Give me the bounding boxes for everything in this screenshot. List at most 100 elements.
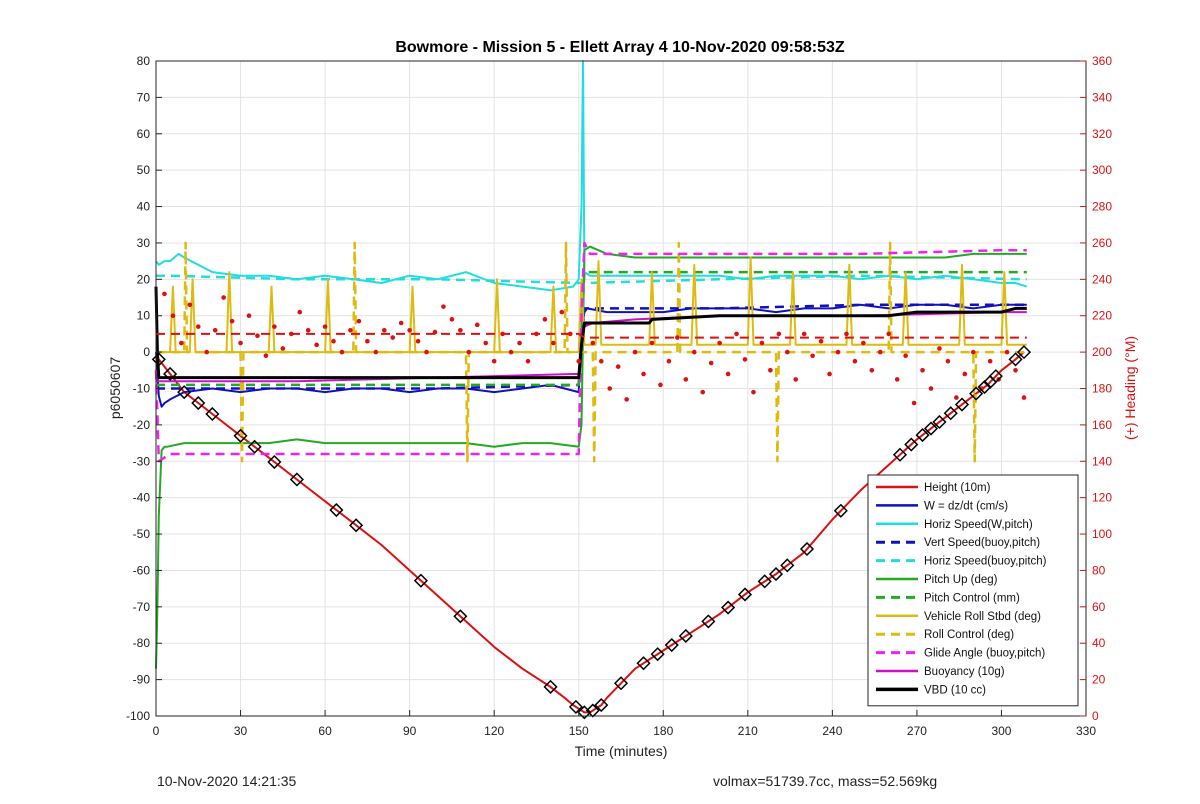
y-tick-label: 10: [137, 309, 151, 323]
y2-tick-label: 320: [1092, 127, 1112, 141]
heading-point: [675, 335, 680, 340]
heading-point: [852, 358, 858, 364]
y-axis-left: -100-90-80-70-60-50-40-30-20-10010203040…: [126, 54, 162, 723]
y2-axis-label: (+) Heading (°M): [1122, 336, 1138, 440]
height-marker: [613, 676, 629, 691]
heading-point: [559, 309, 565, 315]
y-tick-label: -20: [133, 418, 151, 432]
y-tick-label: 40: [137, 200, 151, 214]
heading-point: [517, 340, 522, 346]
heading-point: [607, 386, 613, 391]
heading-point: [162, 291, 167, 297]
heading-point: [398, 320, 404, 326]
heading-point: [542, 317, 548, 322]
heading-point: [567, 331, 573, 337]
height-marker: [177, 385, 192, 400]
heading-point: [886, 331, 892, 337]
heading-point: [221, 295, 226, 300]
height-marker: [349, 518, 364, 533]
heading-point: [801, 331, 807, 337]
heading-point: [768, 368, 773, 373]
y-axis-right: 0 20 40 60 80 100 120 140 160 180 200 220 240 260 280 3…: [1080, 54, 1112, 723]
y2-tick-label: 180: [1092, 382, 1112, 396]
y-tick-label: 70: [137, 90, 151, 104]
heading-point: [649, 340, 655, 346]
x-tick-label: 300: [991, 724, 1011, 738]
heading-point: [525, 358, 531, 364]
heading-point: [483, 340, 489, 346]
y2-tick-label: 100: [1092, 527, 1112, 541]
heading-point: [877, 349, 883, 355]
height-marker: [585, 703, 600, 718]
series-line: [154, 286, 1027, 380]
heading-point: [263, 353, 269, 359]
series-line: [155, 303, 1027, 408]
heading-point: [632, 349, 638, 355]
y2-tick-label: 20: [1092, 673, 1106, 687]
heading-point: [759, 340, 765, 346]
y-tick-label: -30: [133, 454, 151, 468]
heading-point: [280, 346, 286, 351]
heading-point: [700, 389, 706, 395]
y2-tick-label: 0: [1092, 709, 1099, 723]
y-tick-label: 60: [137, 127, 151, 141]
height-marker: [904, 437, 919, 452]
y2-tick-label: 200: [1092, 345, 1112, 359]
height-marker: [892, 447, 908, 462]
y2-tick-label: 240: [1092, 272, 1112, 286]
y-tick-label: -50: [133, 527, 151, 541]
heading-point: [725, 371, 731, 377]
heading-point: [246, 313, 252, 319]
heading-point: [551, 340, 556, 346]
height-marker: [915, 428, 930, 443]
series-line: [155, 245, 1027, 669]
y-tick-label: -40: [133, 491, 151, 505]
height-marker: [233, 428, 248, 443]
legend-label: Buoyancy (10g): [924, 666, 1005, 678]
heading-point: [415, 338, 421, 344]
series-line: [156, 332, 1027, 339]
series-line: [156, 274, 1027, 285]
height-marker: [151, 352, 166, 367]
heading-point: [576, 358, 582, 364]
x-tick-label: 60: [318, 724, 332, 738]
height-marker: [977, 379, 992, 395]
y2-tick-label: 160: [1092, 418, 1112, 432]
heading-point: [356, 318, 362, 324]
legend-label: W = dz/dt (cm/s): [924, 500, 1008, 512]
heading-point: [212, 327, 218, 333]
y-tick-label: -100: [126, 709, 150, 723]
series-line: [155, 60, 1028, 292]
height-marker: [453, 609, 468, 624]
y2-tick-label: 280: [1092, 200, 1112, 214]
heading-point: [835, 349, 841, 355]
heading-point: [458, 327, 463, 333]
series-vbd-10-cc: [154, 286, 1027, 380]
series-layer: [151, 60, 1032, 720]
legend-label: Pitch Control (mm): [924, 592, 1020, 604]
heading-point: [170, 313, 176, 319]
x-tick-label: 270: [907, 724, 927, 738]
heading-point: [827, 371, 832, 377]
heading-point: [937, 346, 942, 351]
heading-point: [818, 338, 824, 344]
height-marker: [650, 647, 665, 662]
series-horiz-speed-w-pitch: [155, 60, 1028, 292]
series-glide-angle-buoy-pitch: [154, 241, 1027, 463]
height-marker: [543, 679, 558, 694]
y-tick-label: -90: [133, 673, 151, 687]
y2-tick-label: 40: [1092, 636, 1106, 650]
height-marker: [289, 472, 304, 487]
heading-point: [424, 349, 429, 355]
y-tick-label: -10: [133, 382, 151, 396]
heading-point: [348, 327, 353, 333]
x-tick-label: 90: [403, 724, 417, 738]
x-tick-label: 120: [484, 724, 504, 738]
x-tick-label: 330: [1076, 724, 1096, 738]
heading-point: [1004, 349, 1010, 355]
series-line: [156, 303, 1027, 390]
heading-point: [844, 331, 849, 337]
y2-tick-label: 60: [1092, 600, 1106, 614]
y-tick-label: -70: [133, 600, 151, 614]
